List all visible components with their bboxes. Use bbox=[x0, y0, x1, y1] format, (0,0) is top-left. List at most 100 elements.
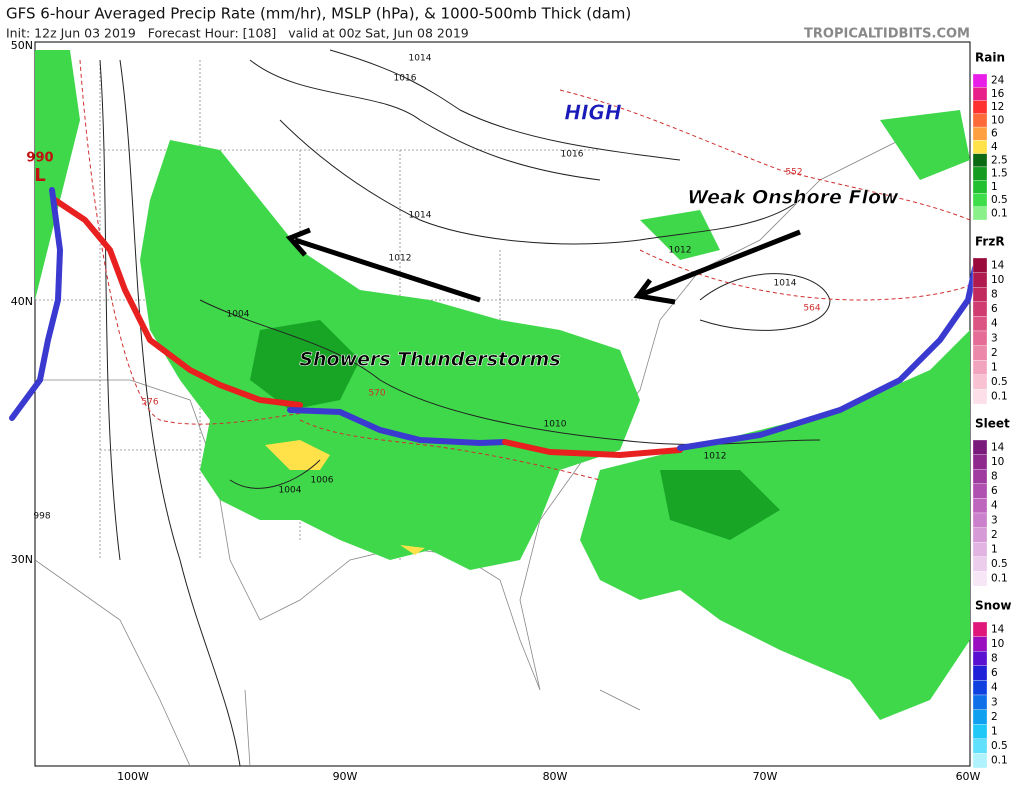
legend-label: 10 bbox=[991, 638, 1004, 650]
legend-label: 0.1 bbox=[991, 207, 1008, 219]
heavy-precip bbox=[265, 440, 330, 470]
legend-swatch bbox=[972, 301, 988, 317]
legend-swatch bbox=[972, 287, 988, 302]
legend-swatch bbox=[972, 469, 988, 484]
legend-swatch bbox=[972, 651, 988, 666]
thickness bbox=[79, 59, 970, 481]
thickness-label: 552 bbox=[785, 168, 802, 178]
legend-label: 0.5 bbox=[991, 194, 1008, 206]
lon-label: 100W bbox=[117, 770, 149, 783]
map: HIGH Weak Onshore Flow Showers Thunderst… bbox=[9, 41, 978, 767]
legend-label: 6 bbox=[991, 128, 998, 140]
legend-label: 1 bbox=[991, 362, 998, 374]
legend-title: FrzR bbox=[975, 235, 1005, 249]
isobar-label: 1010 bbox=[544, 420, 567, 430]
legend-label: 0.5 bbox=[991, 558, 1008, 570]
legend-label: 3 bbox=[991, 332, 998, 344]
source: TROPICALTIDBITS.COM bbox=[804, 27, 970, 42]
legend-label: 6 bbox=[991, 303, 998, 315]
legend-label: 0.1 bbox=[991, 755, 1008, 767]
isobar-label: 1004 bbox=[279, 486, 302, 496]
legend-label: 3 bbox=[991, 514, 998, 526]
legend-label: 2 bbox=[991, 529, 998, 541]
legend-swatch bbox=[972, 724, 988, 739]
lat-label: 40N bbox=[11, 295, 33, 308]
legend-label: 4 bbox=[991, 682, 998, 694]
cold-front bbox=[9, 187, 64, 421]
isobar-label: 998 bbox=[33, 512, 50, 522]
legend-swatch bbox=[972, 345, 988, 361]
coastline bbox=[35, 139, 901, 766]
legend-swatch bbox=[972, 483, 988, 499]
legend-swatch bbox=[972, 753, 988, 769]
legend-label: 4 bbox=[991, 141, 998, 153]
legend-label: 8 bbox=[991, 471, 998, 483]
isobar-label: 1014 bbox=[409, 211, 432, 221]
legend-swatch bbox=[972, 527, 988, 543]
lon-label: 70W bbox=[753, 770, 778, 783]
isobar-label: 1012 bbox=[389, 254, 412, 264]
thickness-label: 576 bbox=[141, 398, 158, 408]
legend-swatch bbox=[972, 738, 988, 754]
legend-swatch bbox=[972, 665, 988, 681]
legend-swatch bbox=[972, 193, 988, 207]
low-pressure: 990 bbox=[26, 151, 53, 166]
precip bbox=[35, 50, 970, 720]
thickness-label: 570 bbox=[368, 389, 385, 399]
lat-label: 30N bbox=[11, 553, 33, 566]
legend-label: 14 bbox=[991, 623, 1005, 635]
legend-swatch bbox=[972, 636, 988, 652]
legend-swatch bbox=[972, 113, 988, 128]
isobar-label: 1006 bbox=[311, 476, 334, 486]
heavy-precip bbox=[400, 545, 425, 555]
cold-front bbox=[677, 265, 978, 451]
legend-label: 4 bbox=[991, 500, 998, 512]
lon-label: 80W bbox=[543, 770, 568, 783]
legend-swatch bbox=[972, 206, 988, 221]
warm-front bbox=[52, 197, 303, 408]
legend-label: 14 bbox=[991, 259, 1005, 271]
legend-swatch bbox=[972, 571, 988, 587]
legend-label: 24 bbox=[991, 75, 1005, 87]
legend-swatch bbox=[972, 140, 988, 154]
legend-swatch bbox=[972, 73, 988, 88]
cold-front bbox=[287, 407, 508, 447]
legend-label: 6 bbox=[991, 485, 998, 497]
legend-label: 0.1 bbox=[991, 573, 1008, 585]
legend-title: Rain bbox=[975, 51, 1005, 65]
title: GFS 6-hour Averaged Precip Rate (mm/hr),… bbox=[6, 5, 631, 23]
legend-label: 0.1 bbox=[991, 391, 1008, 403]
legend-label: 1 bbox=[991, 181, 998, 193]
isobars bbox=[99, 49, 831, 766]
thickness-label: 564 bbox=[803, 304, 820, 314]
legend-swatch bbox=[972, 454, 988, 470]
legend-swatch bbox=[972, 439, 988, 455]
legend: Rain24161210642.51.510.50.1FrzR141086432… bbox=[972, 51, 1012, 769]
legend-swatch bbox=[972, 542, 988, 557]
legend-label: 6 bbox=[991, 667, 998, 679]
legend-swatch bbox=[972, 126, 988, 141]
low-symbol: L bbox=[34, 165, 45, 186]
legend-swatch bbox=[972, 389, 988, 405]
legend-label: 0.5 bbox=[991, 740, 1008, 752]
legend-swatch bbox=[972, 680, 988, 696]
legend-swatch bbox=[972, 498, 988, 514]
legend-label: 10 bbox=[991, 274, 1004, 286]
legend-label: 2.5 bbox=[991, 154, 1008, 166]
legend-label: 14 bbox=[991, 441, 1005, 453]
legend-label: 8 bbox=[991, 653, 998, 665]
legend-title: Snow bbox=[975, 599, 1012, 613]
isobar-label: 1012 bbox=[669, 246, 692, 256]
lon-label: 60W bbox=[956, 770, 981, 783]
legend-swatch bbox=[972, 153, 988, 168]
annotation: Weak Onshore Flow bbox=[687, 187, 899, 209]
legend-swatch bbox=[972, 272, 988, 288]
isobar-label: 1004 bbox=[227, 310, 250, 320]
flow-arrows bbox=[285, 227, 801, 305]
legend-label: 12 bbox=[991, 101, 1004, 113]
isobar-label: 1014 bbox=[774, 279, 797, 289]
legend-swatch bbox=[972, 316, 988, 332]
legend-swatch bbox=[972, 100, 988, 114]
lat-label: 50N bbox=[11, 39, 33, 52]
legend-label: 10 bbox=[991, 456, 1004, 468]
